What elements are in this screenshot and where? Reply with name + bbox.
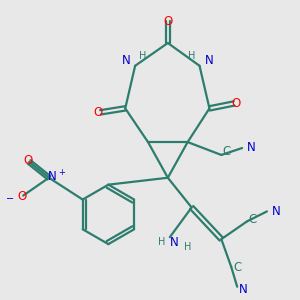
Text: C: C [233,261,242,274]
Text: −: − [6,194,14,203]
Text: C: C [248,213,256,226]
Text: N: N [272,205,280,218]
Text: H: H [184,242,191,252]
Text: H: H [140,51,147,61]
Text: O: O [18,190,27,203]
Text: O: O [232,97,241,110]
Text: N: N [239,283,248,296]
Text: +: + [58,168,65,177]
Text: N: N [169,236,178,249]
Text: N: N [247,140,256,154]
Text: C: C [222,146,231,158]
Text: H: H [158,237,166,247]
Text: O: O [94,106,103,119]
Text: N: N [122,54,130,67]
Text: O: O [23,154,33,167]
Text: N: N [205,54,213,67]
Text: H: H [188,51,195,61]
Text: N: N [47,170,56,183]
Text: O: O [163,15,172,28]
